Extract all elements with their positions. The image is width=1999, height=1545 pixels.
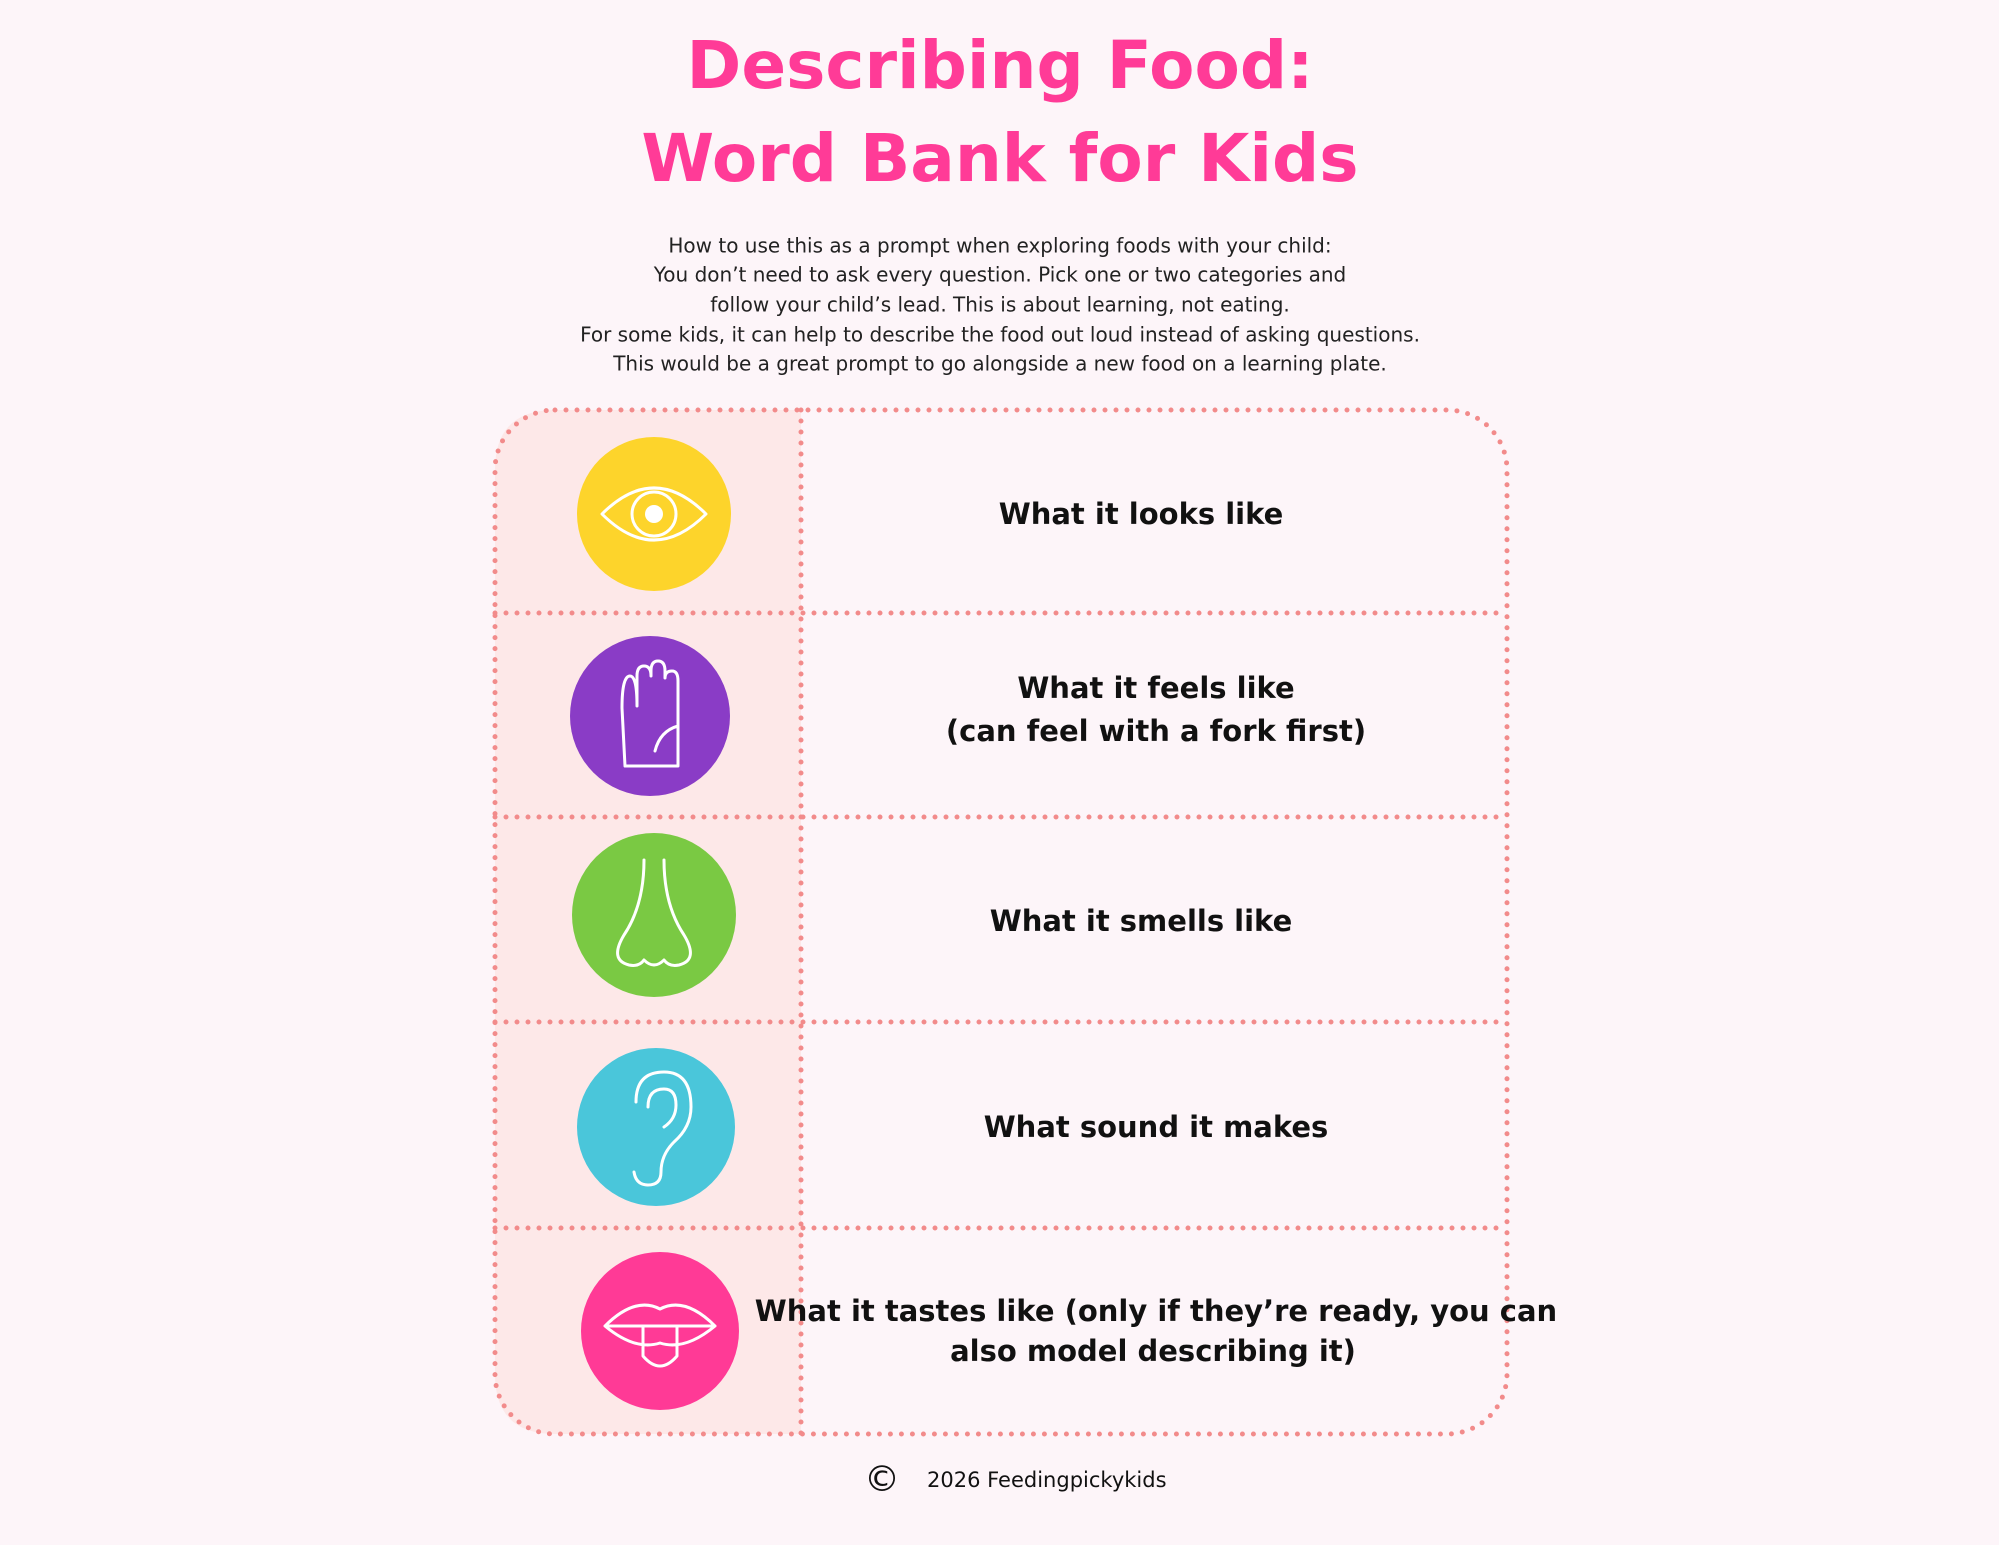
- row-label: What it feels like: [1017, 671, 1294, 705]
- ear-icon: [577, 1048, 735, 1206]
- eye-icon: [577, 437, 731, 591]
- row-label: What it looks like: [999, 497, 1284, 531]
- table-border: [492, 407, 1510, 1437]
- intro-line: This would be a great prompt to go along…: [612, 352, 1387, 376]
- title-line: Describing Food:: [687, 27, 1314, 104]
- row-label: What it smells like: [990, 904, 1293, 938]
- intro-line: How to use this as a prompt when explori…: [668, 234, 1331, 258]
- mouth-icon: [581, 1252, 739, 1410]
- nose-icon: [572, 833, 736, 997]
- title-line: Word Bank for Kids: [641, 120, 1358, 197]
- row-label: What it tastes like (only if they’re rea…: [755, 1294, 1557, 1328]
- intro-line: For some kids, it can help to describe t…: [580, 323, 1420, 347]
- hand-icon: [570, 636, 730, 796]
- footer-text: 2026 Feedingpickykids: [927, 1468, 1167, 1492]
- row-label: (can feel with a fork first): [946, 714, 1366, 748]
- intro-line: follow your child’s lead. This is about …: [710, 293, 1290, 317]
- row-label: also model describing it): [950, 1334, 1356, 1368]
- copyright-symbol: ©: [864, 1459, 900, 1500]
- row-label: What sound it makes: [984, 1110, 1329, 1144]
- intro-line: You don’t need to ask every question. Pi…: [653, 263, 1346, 287]
